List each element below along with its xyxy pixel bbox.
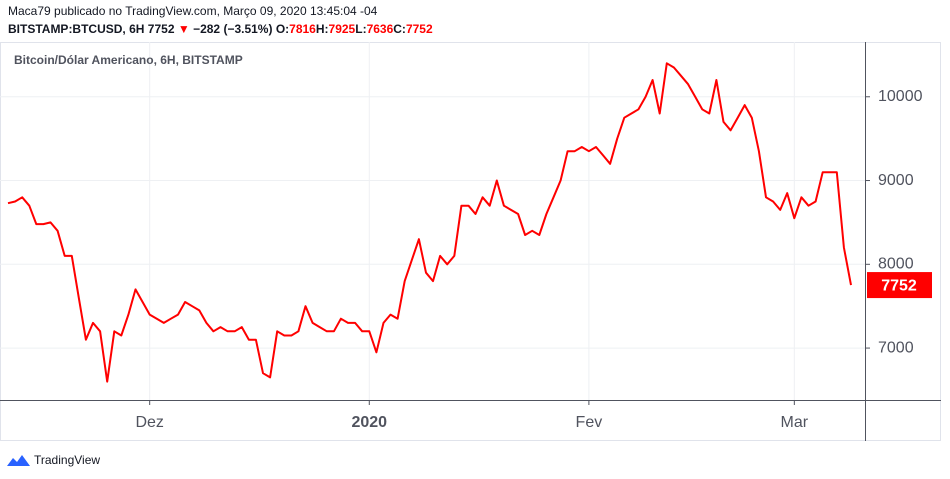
- x-tick-label: Mar: [781, 414, 809, 431]
- logo-text: TradingView: [34, 453, 100, 467]
- x-tick-label: Fev: [576, 414, 603, 431]
- y-tick-label: 9000: [878, 172, 914, 189]
- y-tick-label: 10000: [878, 88, 923, 105]
- x-tick-label: 2020: [351, 414, 387, 431]
- change: −282 (−3.51%): [193, 22, 273, 36]
- ohlc-label: O:: [275, 22, 290, 36]
- ohlc-label: L:: [355, 22, 367, 36]
- logo: TradingView: [7, 453, 100, 467]
- ohlc-value: 7752: [405, 22, 433, 36]
- last-price: 7752: [147, 22, 175, 36]
- ohlc-value: 7636: [366, 22, 394, 36]
- ohlc-value: 7816: [289, 22, 316, 36]
- x-tick-label: Dez: [135, 414, 163, 431]
- ohlc-label: H:: [315, 22, 329, 36]
- chart-title: Bitcoin/Dólar Americano, 6H, BITSTAMP: [14, 53, 243, 67]
- y-tick-label: 7000: [878, 339, 914, 356]
- ohlc-value: 7925: [328, 22, 356, 36]
- author-line: Maca79 publicado no TradingView.com, Mar…: [8, 4, 378, 18]
- symbol-line: BITSTAMP:BTCUSD, 6H 7752 ▼ −282 (−3.51%)…: [8, 22, 433, 36]
- y-tick-label: 8000: [878, 256, 914, 273]
- ohlc-label: C:: [393, 22, 406, 36]
- ohlc: O:7816H:7925L:7636C:7752: [276, 22, 433, 36]
- chart-frame: [0, 42, 941, 441]
- last-price-label: 7752: [881, 277, 917, 294]
- change-arrow: ▼: [177, 22, 190, 36]
- logo-icon: [7, 455, 30, 466]
- price-line: [7, 62, 852, 383]
- symbol: BITSTAMP:BTCUSD, 6H: [8, 22, 145, 36]
- last-price-box: [867, 272, 932, 299]
